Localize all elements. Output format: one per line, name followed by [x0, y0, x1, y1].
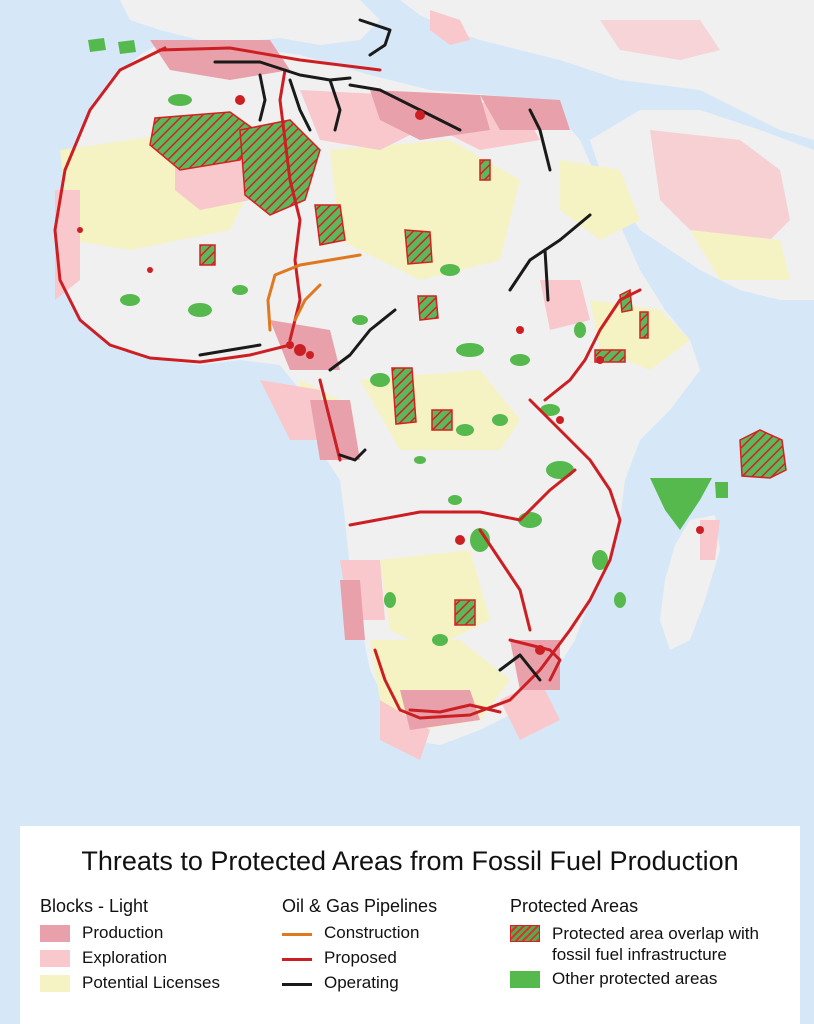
operating-line-swatch	[282, 983, 312, 986]
legend-label: Protected area overlap with fossil fuel …	[552, 924, 759, 964]
construction-pipelines	[266, 253, 362, 332]
legend-pipelines-group: Oil & Gas Pipelines Construction Propose…	[282, 896, 437, 998]
legend-item-operating: Operating	[282, 973, 437, 998]
proposed-pipelines	[53, 46, 642, 720]
legend-label: Other protected areas	[552, 969, 718, 988]
potential-licenses-swatch	[40, 975, 70, 992]
proposed-line-swatch	[282, 958, 312, 961]
operating-pipelines	[198, 18, 592, 682]
legend-label: Proposed	[324, 948, 397, 967]
legend-item-proposed: Proposed	[282, 948, 437, 973]
legend-title: Threats to Protected Areas from Fossil F…	[81, 846, 739, 876]
legend-label: Operating	[324, 973, 399, 992]
legend-blocks-group: Blocks - Light Production Exploration Po…	[40, 896, 220, 998]
legend-protected-group: Protected Areas Protected area overlap w…	[510, 896, 792, 994]
legend-item-production: Production	[40, 923, 220, 948]
legend-item-exploration: Exploration	[40, 948, 220, 973]
legend-label: Exploration	[82, 948, 168, 967]
legend-label: Potential Licenses	[82, 973, 220, 992]
overlap-hatch-swatch	[510, 925, 540, 942]
legend-item-overlap: Protected area overlap with fossil fuel …	[510, 923, 792, 969]
map-legend: Threats to Protected Areas from Fossil F…	[20, 826, 800, 1024]
other-protected-areas	[88, 38, 728, 646]
legend-label: Production	[82, 923, 164, 942]
exploration-swatch	[40, 950, 70, 967]
legend-pipelines-heading: Oil & Gas Pipelines	[282, 896, 438, 916]
infrastructure-clusters	[77, 95, 704, 655]
arabian-peninsula	[590, 110, 814, 300]
other-protected-swatch	[510, 971, 540, 988]
legend-label: Construction	[324, 923, 420, 942]
europe-land	[120, 0, 814, 140]
legend-item-potential-licenses: Potential Licenses	[40, 973, 220, 998]
construction-line-swatch	[282, 933, 312, 936]
protected-overlap-areas	[149, 111, 787, 626]
legend-blocks-heading: Blocks - Light	[40, 896, 149, 916]
legend-protected-heading: Protected Areas	[510, 896, 639, 916]
production-swatch	[40, 925, 70, 942]
legend-item-construction: Construction	[282, 923, 437, 948]
legend-item-other-protected: Other protected areas	[510, 969, 792, 994]
